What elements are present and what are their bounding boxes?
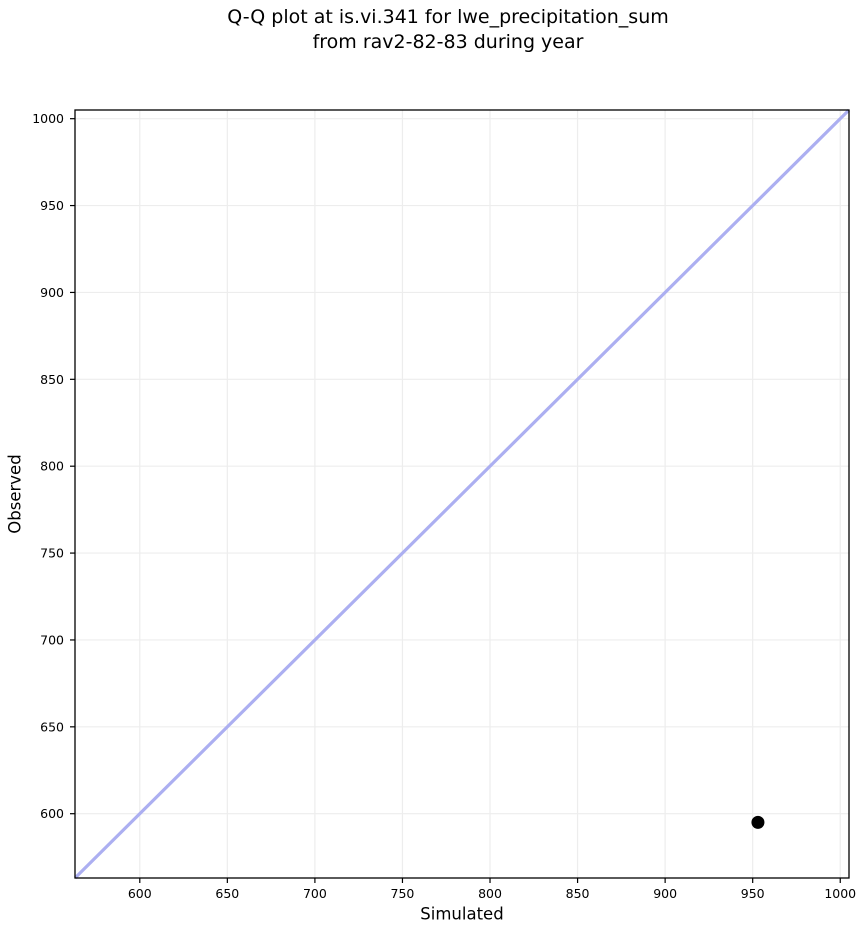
x-tick-label: 900 (653, 886, 677, 901)
axes-spine (74, 109, 850, 879)
x-tick-label: 750 (391, 886, 415, 901)
chart-title-line1: Q-Q plot at is.vi.341 for lwe_precipitat… (227, 6, 669, 28)
x-tick-label: 700 (303, 886, 327, 901)
y-tick-label: 900 (40, 285, 64, 300)
data-point (751, 815, 765, 829)
x-tick-label: 950 (741, 886, 765, 901)
y-tick-label: 800 (40, 459, 64, 474)
y-tick-label: 700 (40, 632, 64, 647)
identity-line (73, 108, 851, 880)
y-tick-label: 750 (40, 546, 64, 561)
y-axis-label: Observed (5, 454, 25, 534)
x-tick-label: 800 (478, 886, 502, 901)
x-axis-label: Simulated (420, 904, 504, 924)
chart-title: Q-Q plot at is.vi.341 for lwe_precipitat… (227, 5, 669, 55)
y-tick-label: 650 (40, 719, 64, 734)
x-tick-label: 1000 (824, 886, 856, 901)
x-tick-label: 600 (128, 886, 152, 901)
y-tick-label: 850 (40, 372, 64, 387)
x-tick-label: 650 (215, 886, 239, 901)
y-tick-label: 600 (40, 806, 64, 821)
x-tick-label: 850 (566, 886, 590, 901)
y-tick-label: 950 (40, 198, 64, 213)
y-tick-label: 1000 (32, 111, 64, 126)
chart-title-line2: from rav2-82-83 during year (312, 31, 584, 53)
